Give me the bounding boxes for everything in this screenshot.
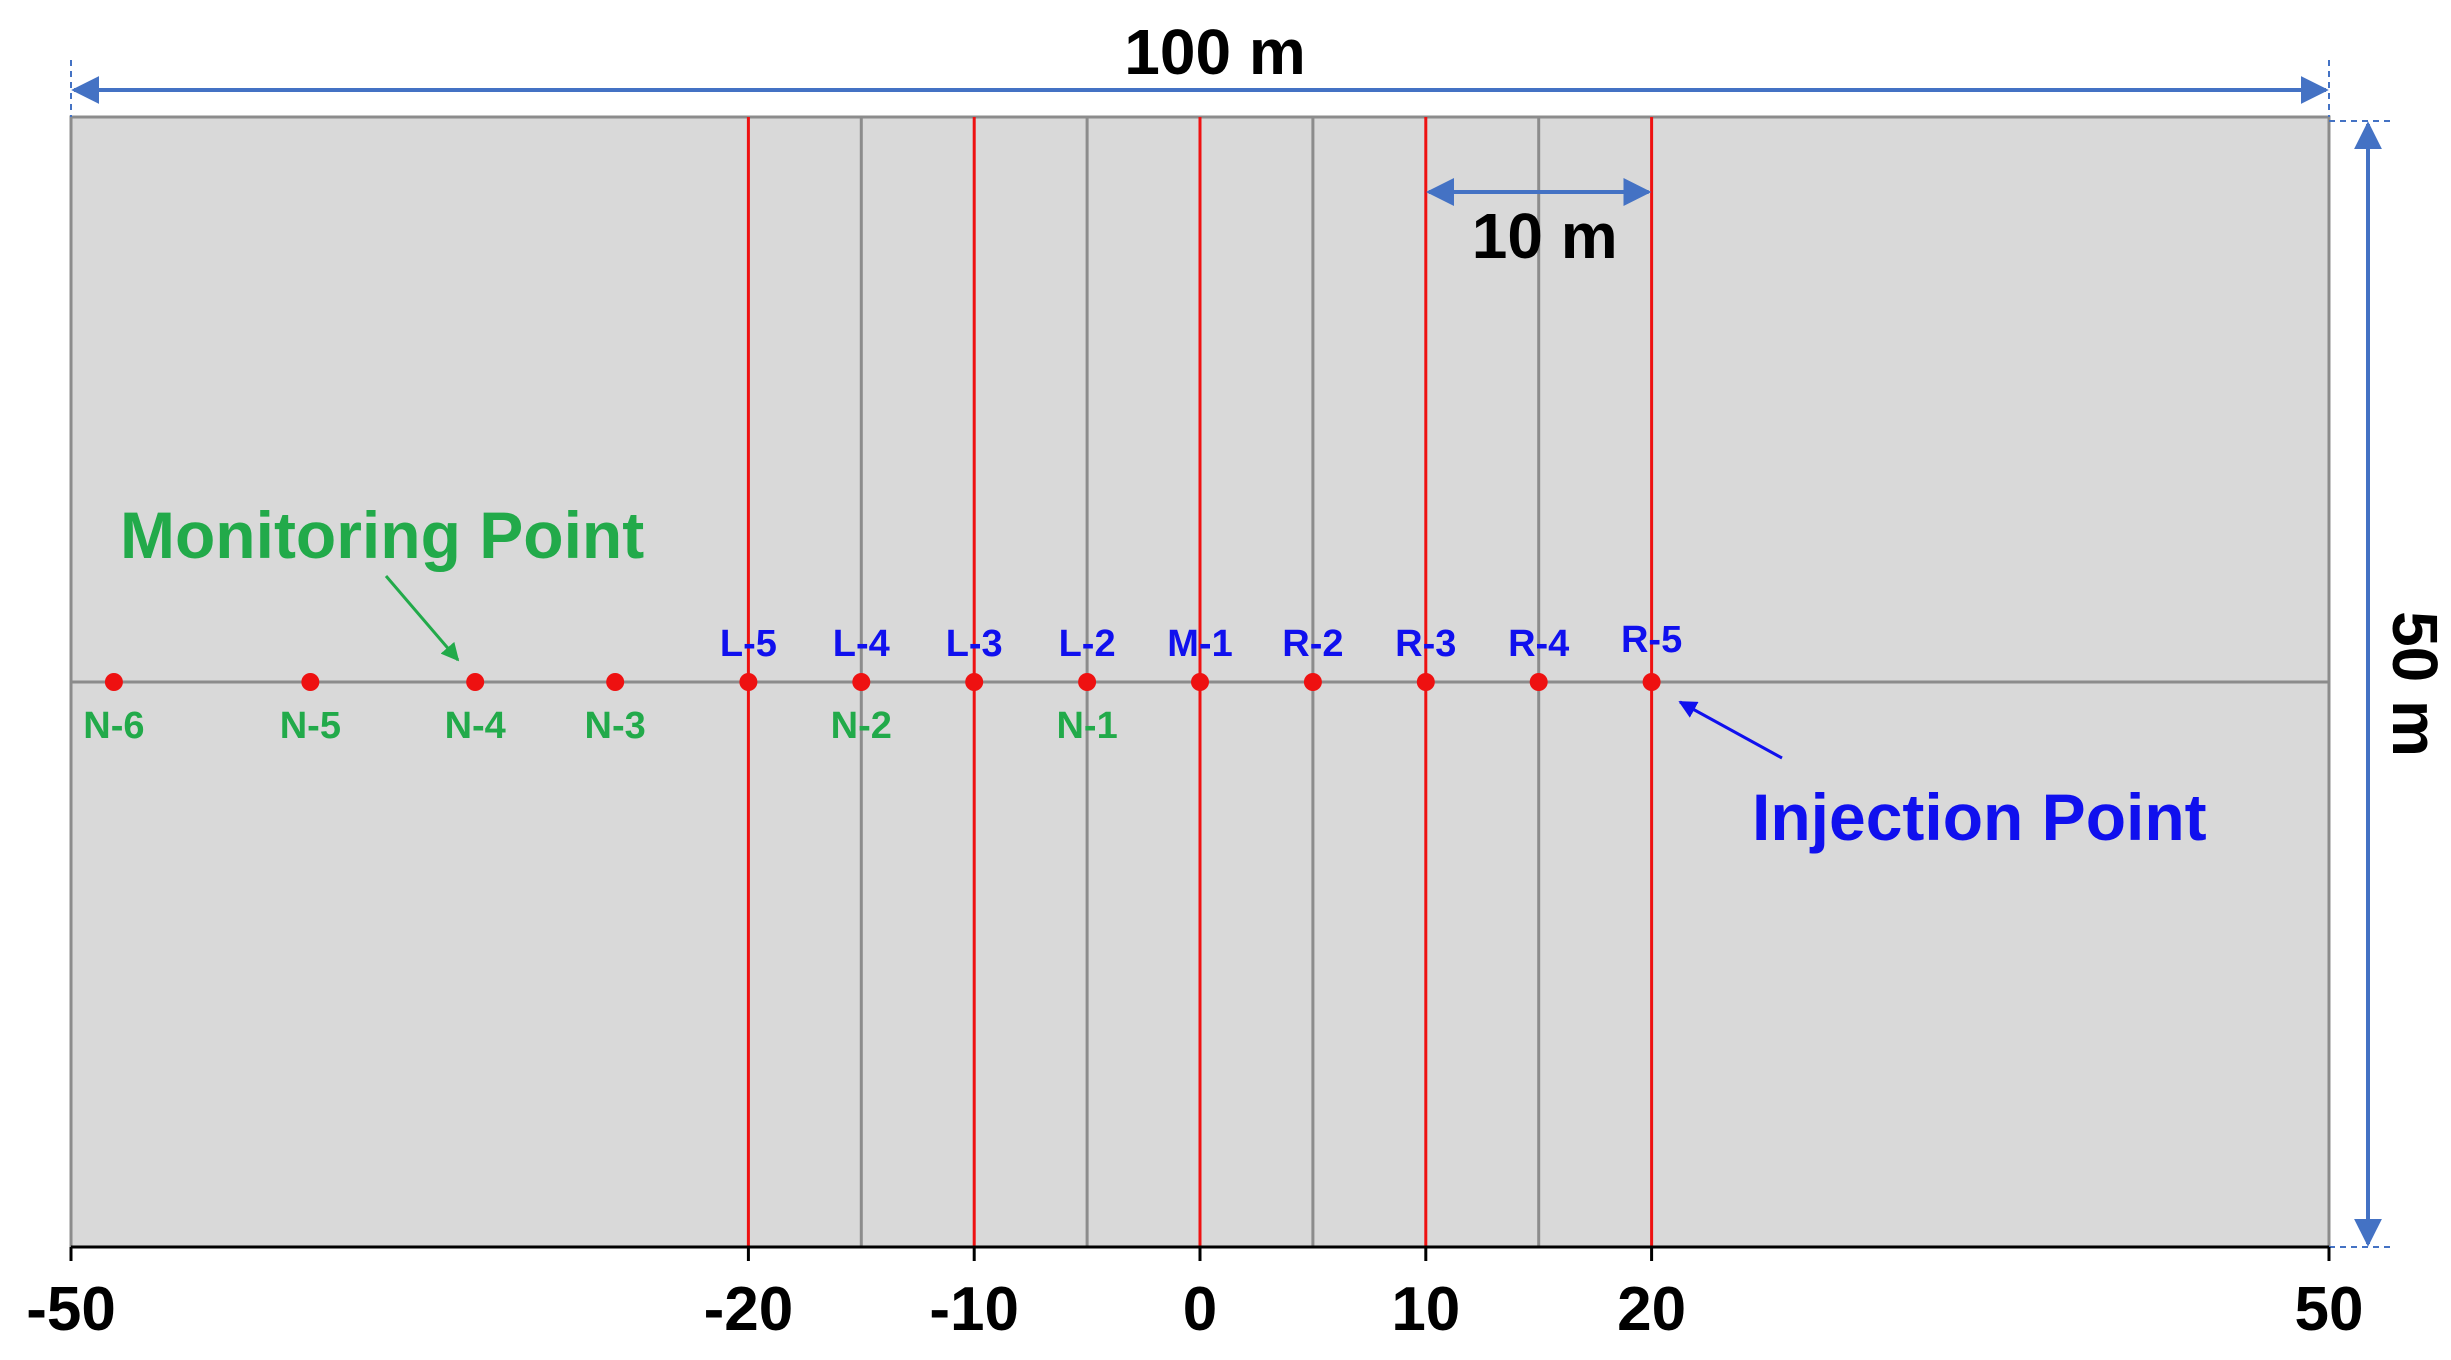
monitoring-point-arrow bbox=[384, 575, 460, 662]
point-r-4: R-4 bbox=[1508, 623, 1569, 691]
x-axis: -50 -20 -10 0 10 20 50 bbox=[26, 1245, 2364, 1344]
point-r-5: R-5 bbox=[1621, 619, 1682, 691]
monitoring-marker bbox=[301, 673, 320, 691]
monitoring-label: N-1 bbox=[1056, 705, 1117, 747]
point-label: L-5 bbox=[720, 623, 777, 665]
point-marker bbox=[852, 673, 871, 691]
x-axis-tick-label: 50 bbox=[2295, 1275, 2364, 1344]
point-label: M-1 bbox=[1167, 623, 1232, 665]
point-label: R-3 bbox=[1395, 623, 1456, 665]
x-axis-tick-label: 0 bbox=[1183, 1275, 1217, 1344]
point-label: R-2 bbox=[1282, 623, 1343, 665]
x-axis-tick-label: 10 bbox=[1391, 1275, 1460, 1344]
monitoring-n-1: N-1 bbox=[1056, 705, 1117, 747]
x-axis-tick-label: 20 bbox=[1617, 1275, 1686, 1344]
monitoring-n-4: N-4 bbox=[445, 673, 506, 747]
point-m-1: M-1 bbox=[1167, 623, 1233, 691]
x-axis-tick-label: -50 bbox=[26, 1275, 116, 1344]
width-label: 100 m bbox=[1124, 16, 1305, 88]
point-label: L-4 bbox=[833, 623, 890, 665]
monitoring-marker bbox=[104, 673, 123, 691]
monitoring-marker bbox=[606, 673, 625, 691]
point-r-3: R-3 bbox=[1395, 623, 1456, 691]
point-marker bbox=[1078, 673, 1097, 691]
x-axis-tick-label: -10 bbox=[929, 1275, 1019, 1344]
monitoring-point-label: Monitoring Point bbox=[120, 498, 644, 572]
monitoring-n-3: N-3 bbox=[585, 673, 646, 747]
point-marker bbox=[1529, 673, 1548, 691]
x-axis-tick-label: -20 bbox=[704, 1275, 794, 1344]
monitoring-label: N-6 bbox=[83, 705, 144, 747]
monitoring-label: N-3 bbox=[585, 705, 646, 747]
point-l-4: L-4 bbox=[833, 623, 890, 691]
monitoring-marker bbox=[466, 673, 485, 691]
monitoring-label: N-2 bbox=[831, 705, 892, 747]
monitoring-n-2: N-2 bbox=[831, 705, 892, 747]
spacing-label: 10 m bbox=[1472, 200, 1618, 272]
blue-points: L-5 L-4 L-3 L-2 M-1 R-2 R-3 R-4 R-5 bbox=[720, 619, 1682, 691]
point-label: R-5 bbox=[1621, 619, 1682, 661]
point-label: R-4 bbox=[1508, 623, 1569, 665]
height-label: 50 m bbox=[2379, 611, 2451, 757]
monitoring-n-6: N-6 bbox=[83, 673, 145, 747]
point-marker bbox=[1191, 673, 1209, 691]
point-l-2: L-2 bbox=[1059, 623, 1116, 691]
point-label: L-2 bbox=[1059, 623, 1116, 665]
point-l-3: L-3 bbox=[946, 623, 1003, 691]
point-marker bbox=[965, 673, 984, 691]
injection-point-label: Injection Point bbox=[1752, 780, 2207, 854]
point-marker bbox=[1642, 673, 1661, 691]
point-label: L-3 bbox=[946, 623, 1003, 665]
point-marker bbox=[739, 673, 758, 691]
point-l-5: L-5 bbox=[720, 623, 777, 691]
point-marker bbox=[1416, 673, 1435, 691]
point-marker bbox=[1303, 673, 1322, 691]
monitoring-label: N-4 bbox=[445, 705, 506, 747]
monitoring-label: N-5 bbox=[280, 705, 341, 747]
point-r-2: R-2 bbox=[1282, 623, 1344, 691]
green-points: N-6 N-5 N-4 N-3 N-2 N-1 bbox=[83, 673, 1118, 747]
injection-point-arrow bbox=[1678, 700, 1783, 760]
monitoring-n-5: N-5 bbox=[280, 673, 341, 747]
